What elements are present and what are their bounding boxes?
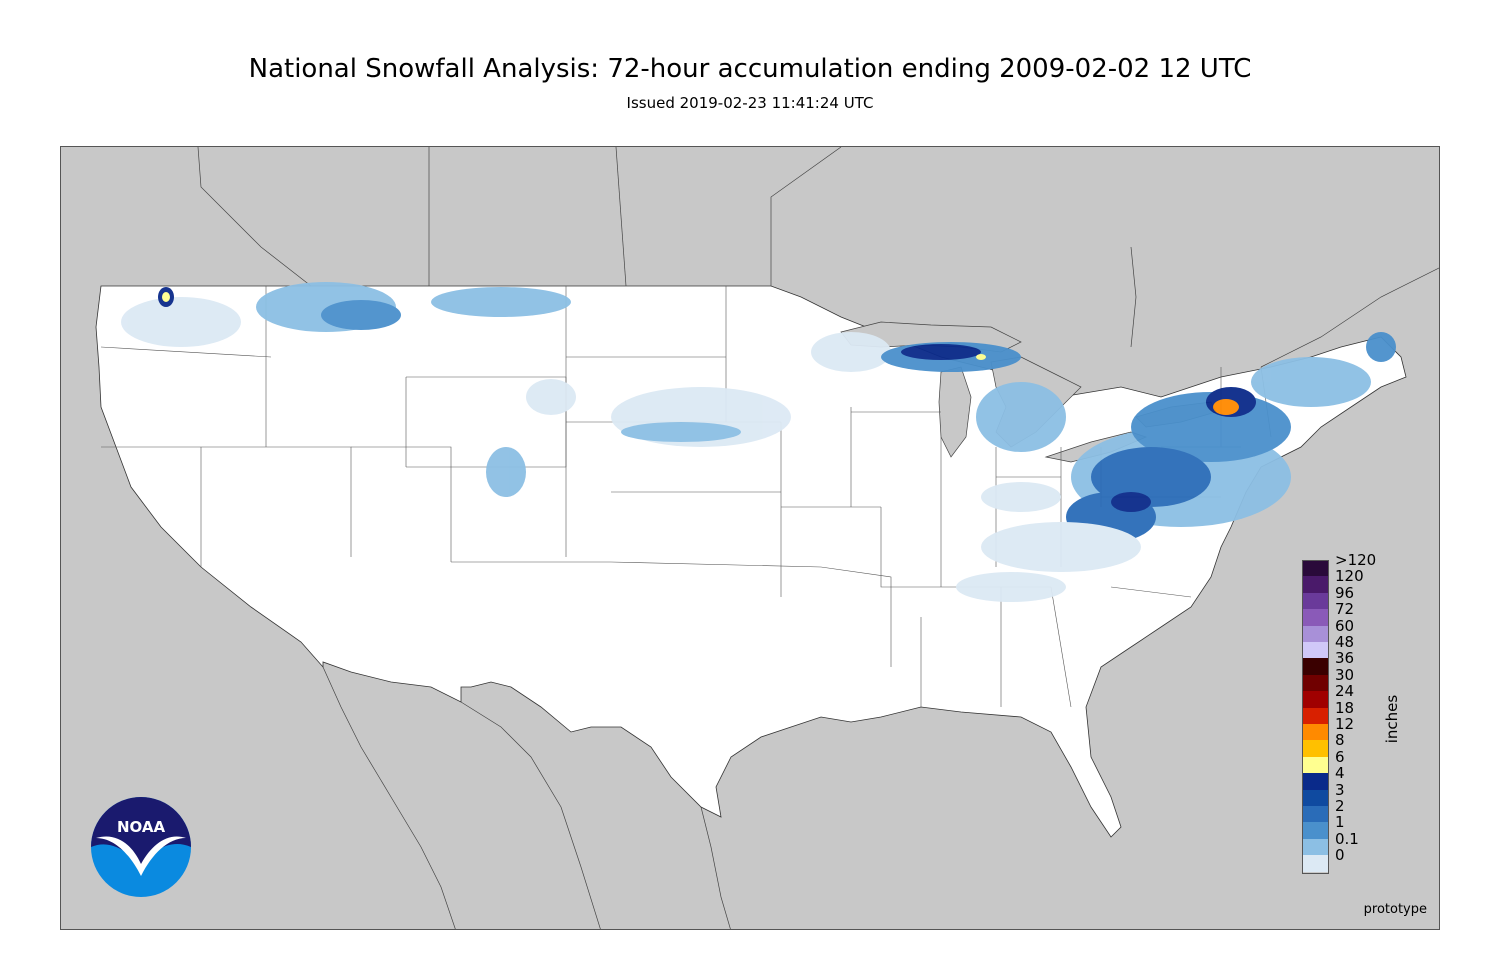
lake-michigan	[938, 366, 972, 458]
legend-row: 0	[1302, 846, 1422, 872]
legend-label: 36	[1335, 649, 1355, 668]
legend-swatch	[1302, 707, 1329, 724]
legend-swatch	[1302, 560, 1329, 577]
noaa-logo-text: NOAA	[117, 818, 166, 836]
legend-row: 1	[1302, 813, 1422, 839]
legend-swatch	[1302, 609, 1329, 626]
legend-row: 2	[1302, 797, 1422, 823]
legend-row: 48	[1302, 633, 1422, 659]
legend-row: 60	[1302, 617, 1422, 642]
legend-label: 6	[1335, 747, 1345, 766]
snowfall-map[interactable]: prototype	[60, 146, 1440, 930]
legend-swatch	[1302, 773, 1329, 790]
legend-row: 12	[1302, 715, 1422, 741]
legend-row: 36	[1302, 649, 1422, 675]
legend-swatch	[1302, 724, 1329, 741]
legend-row: 30	[1302, 666, 1422, 692]
legend-swatch	[1302, 855, 1329, 872]
legend-swatch	[1302, 691, 1329, 708]
conus-land	[95, 285, 1407, 838]
legend-swatch	[1302, 625, 1329, 642]
legend-swatch	[1302, 674, 1329, 692]
legend-label: 3	[1335, 780, 1345, 799]
legend-swatch	[1302, 642, 1329, 659]
legend-swatch	[1302, 658, 1329, 675]
legend-row: 3	[1302, 781, 1422, 806]
legend-label: 0.1	[1335, 829, 1359, 848]
prototype-watermark: prototype	[1363, 902, 1427, 917]
legend-swatch	[1302, 576, 1329, 593]
legend-swatch	[1302, 789, 1329, 806]
legend-label: 72	[1335, 600, 1355, 619]
legend-row: 96	[1302, 584, 1422, 610]
legend-swatch	[1302, 822, 1329, 839]
legend-label: >120	[1335, 551, 1377, 569]
legend-label: 30	[1335, 665, 1355, 684]
legend-row: 8	[1302, 731, 1422, 757]
legend-row: 18	[1302, 699, 1422, 724]
legend-label: 60	[1335, 616, 1355, 635]
snowfall-overlay	[121, 282, 1396, 602]
legend-row: 120	[1302, 567, 1422, 593]
legend-swatch	[1302, 592, 1329, 610]
legend-label: 12	[1335, 715, 1355, 733]
legend-label: 96	[1335, 583, 1355, 602]
legend-label: 48	[1335, 633, 1355, 651]
issued-timestamp: Issued 2019-02-23 11:41:24 UTC	[626, 94, 874, 112]
noaa-logo: NOAA	[91, 797, 191, 897]
legend-label: 120	[1335, 567, 1364, 586]
map-title: National Snowfall Analysis: 72-hour accu…	[248, 54, 1252, 84]
legend-label: 0	[1335, 846, 1345, 865]
legend-swatch	[1302, 740, 1329, 757]
legend-row: 6	[1302, 748, 1422, 774]
legend-swatch	[1302, 806, 1329, 823]
legend-row: 72	[1302, 600, 1422, 626]
legend-label: 2	[1335, 797, 1345, 815]
map-canvas	[95, 147, 1439, 929]
legend-swatch	[1302, 838, 1329, 856]
legend-row: >120	[1302, 551, 1422, 577]
legend-label: 18	[1335, 698, 1355, 717]
legend-label: 24	[1335, 682, 1355, 701]
legend-unit-label: inches	[1383, 694, 1401, 744]
legend-row: 4	[1302, 764, 1422, 790]
snowfall-legend: >120 120 96 72 60 48 36 30 24 18 12 8 6 4 3 2 1 0.1 0	[1302, 551, 1422, 880]
legend-label: 8	[1335, 731, 1345, 750]
legend-label: 1	[1335, 813, 1345, 832]
legend-swatch	[1302, 756, 1329, 774]
legend-label: 4	[1335, 764, 1345, 783]
legend-row: 0.1	[1302, 830, 1422, 856]
legend-row: 24	[1302, 682, 1422, 708]
